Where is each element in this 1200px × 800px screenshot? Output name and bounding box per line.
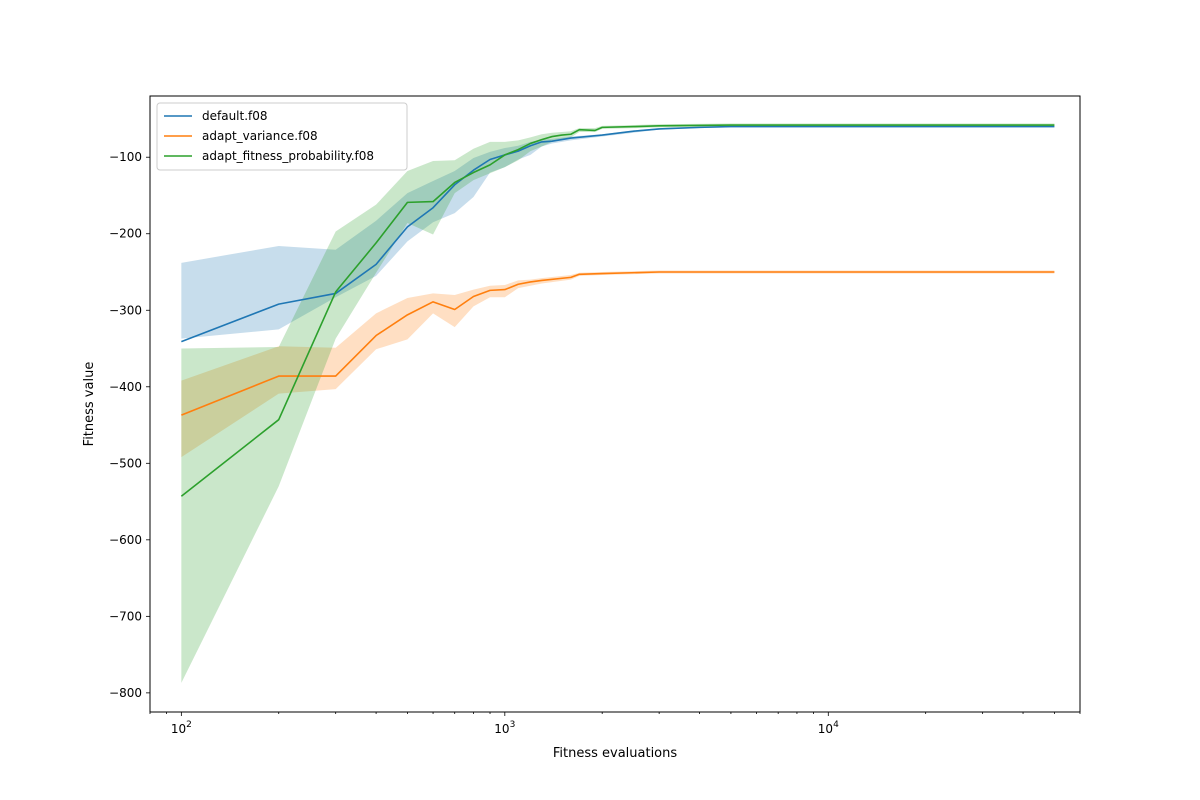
confidence-bands — [181, 123, 1055, 683]
legend-label-3: adapt_fitness_probability.f08 — [202, 149, 374, 163]
y-axis-ticks: −100 −200 −300 −400 −500 −600 −700 −800 — [109, 150, 150, 700]
series-line-1 — [181, 125, 1055, 343]
y-tick-label: −700 — [109, 609, 142, 623]
legend-frame — [156, 102, 408, 171]
x-tick-label: 102 — [171, 720, 192, 736]
x-axis-label: Fitness evaluations — [553, 746, 678, 761]
series-lines — [180, 124, 1055, 497]
confidence-band-2 — [181, 270, 1055, 458]
y-tick-label: −300 — [109, 303, 142, 317]
y-tick-label: −200 — [109, 227, 142, 241]
y-tick-label: −100 — [109, 150, 142, 164]
y-tick-label: −800 — [109, 686, 142, 700]
y-axis-label: Fitness value — [82, 362, 97, 447]
legend-label-2: adapt_variance.f08 — [202, 129, 318, 143]
series-line-2 — [181, 271, 1055, 416]
y-tick-label: −500 — [109, 456, 142, 470]
legend: default.f08 adapt_variance.f08 adapt_fitne… — [156, 102, 408, 171]
y-tick-label: −400 — [109, 380, 142, 394]
x-tick-label: 104 — [818, 720, 839, 736]
x-tick-label: 103 — [494, 720, 515, 736]
confidence-band-1 — [181, 125, 1055, 339]
plot-area-frame — [149, 95, 1081, 713]
legend-label-1: default.f08 — [202, 109, 268, 123]
y-tick-label: −600 — [109, 533, 142, 547]
series-line-3 — [180, 124, 1055, 497]
x-axis-ticks: 102 103 104 — [149, 712, 1081, 736]
